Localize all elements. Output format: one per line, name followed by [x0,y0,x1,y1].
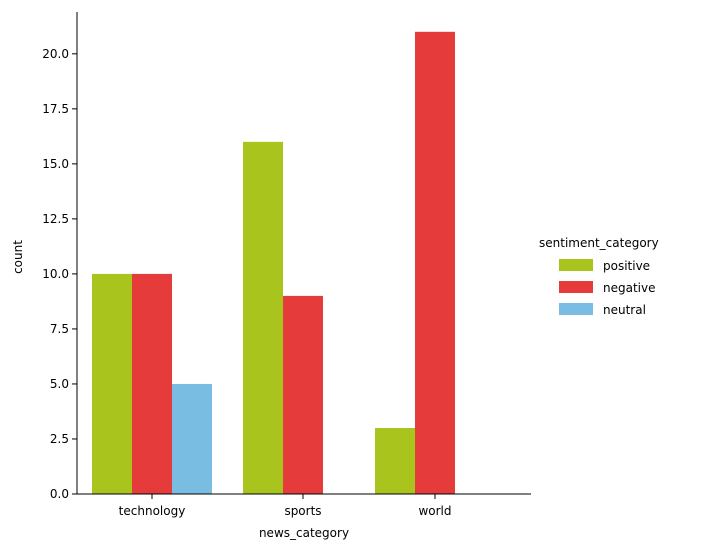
y-tick-label: 12.5 [42,212,69,226]
legend-title: sentiment_category [539,236,659,250]
legend-swatch-negative [559,281,593,293]
bar-sports-negative [283,296,323,494]
y-axis-label: count [11,240,25,274]
y-tick-label: 15.0 [42,157,69,171]
y-tick-label: 0.0 [50,487,69,501]
legend-label-neutral: neutral [603,303,646,317]
bar-technology-positive [92,274,132,494]
y-tick-label: 5.0 [50,377,69,391]
legend-swatch-neutral [559,303,593,315]
y-tick-label: 17.5 [42,102,69,116]
bar-sports-positive [243,142,283,494]
bar-world-positive [375,428,415,494]
legend-label-negative: negative [603,281,655,295]
bar-technology-negative [132,274,172,494]
legend-swatch-positive [559,259,593,271]
y-tick-label: 2.5 [50,432,69,446]
bar-technology-neutral [172,384,212,494]
x-axis-label: news_category [259,526,349,540]
x-tick-label-sports: sports [284,504,321,518]
x-tick-label-world: world [418,504,451,518]
y-tick-label: 20.0 [42,47,69,61]
y-tick-label: 7.5 [50,322,69,336]
bar-world-negative [415,32,455,494]
x-tick-label-technology: technology [119,504,186,518]
legend-label-positive: positive [603,259,650,273]
y-tick-label: 10.0 [42,267,69,281]
